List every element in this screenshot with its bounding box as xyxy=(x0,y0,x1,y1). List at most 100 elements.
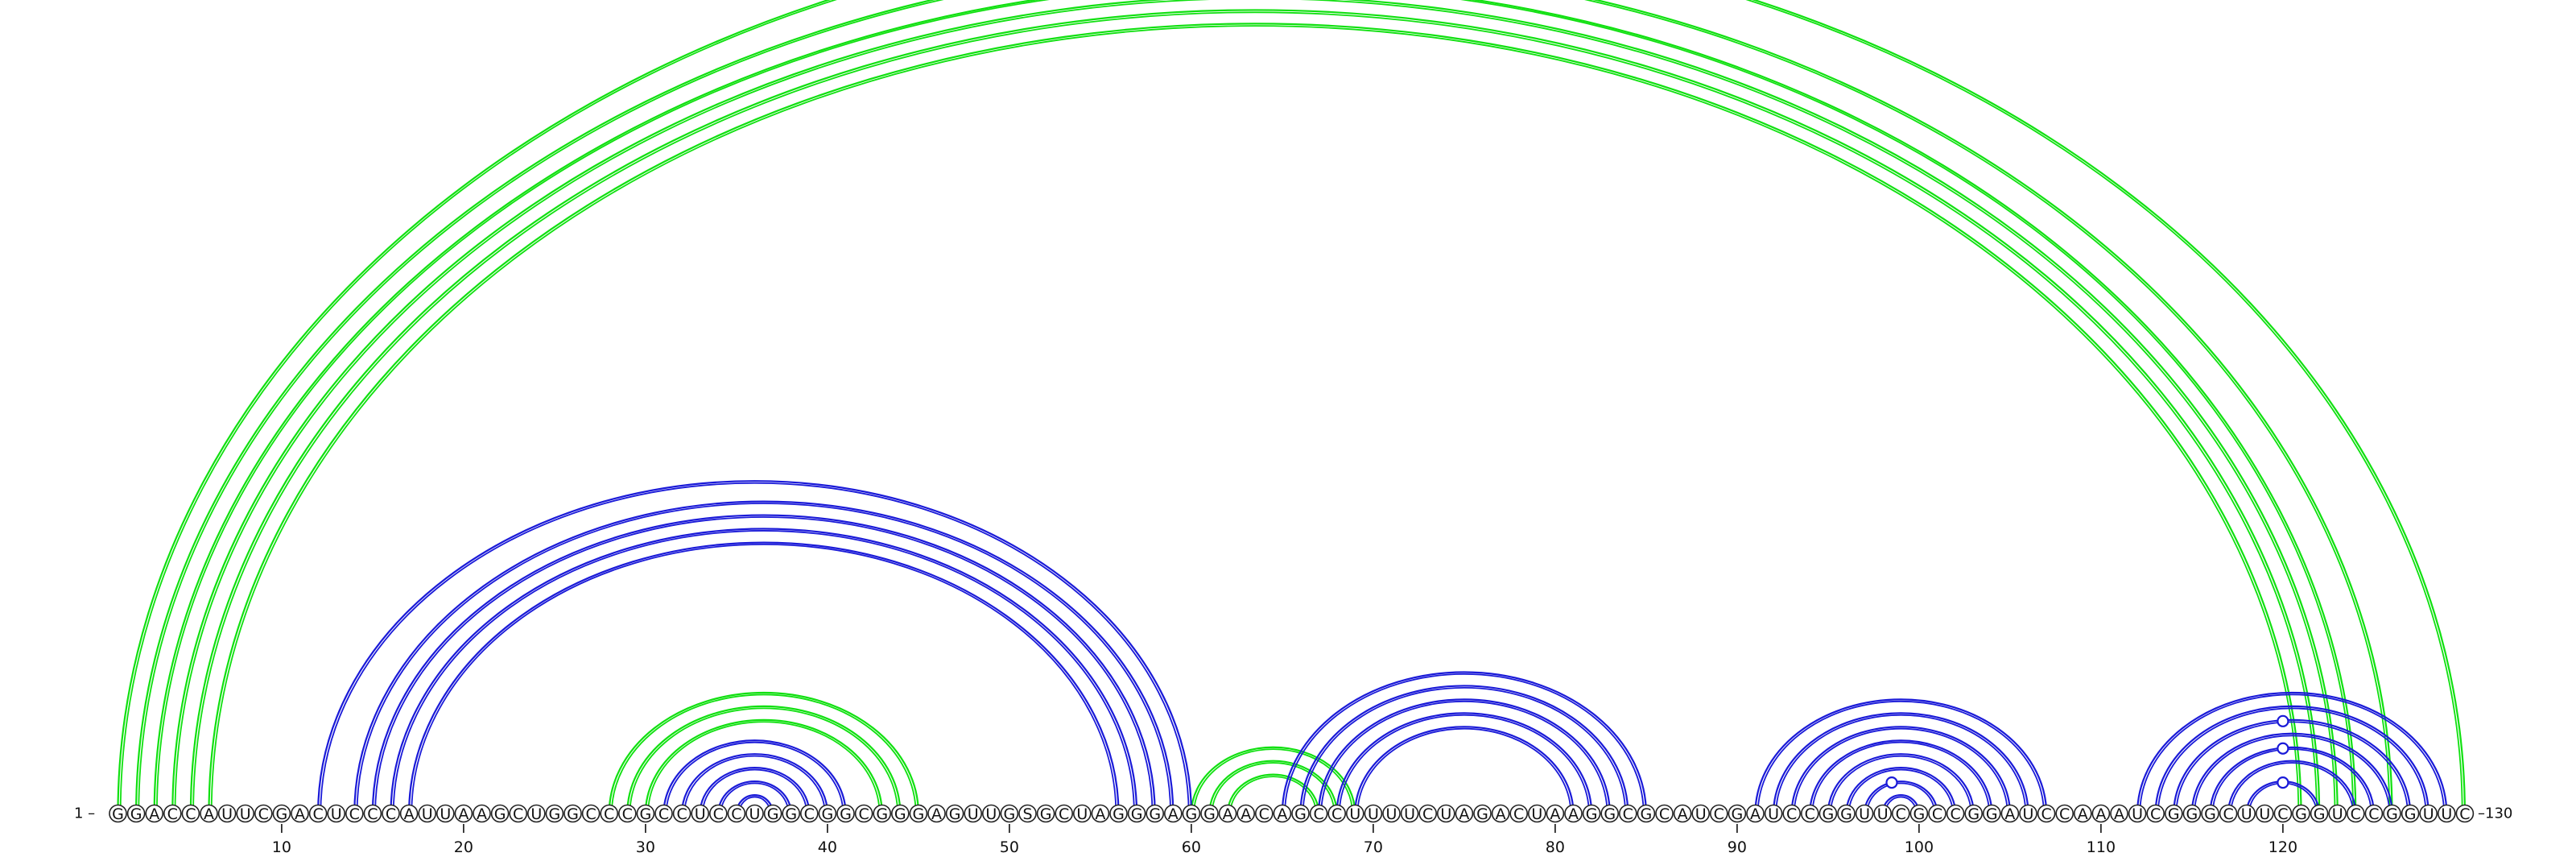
nucleotide-letter: C xyxy=(1513,805,1524,823)
nucleotide-letter: A xyxy=(1241,805,1251,823)
arc-inner-line xyxy=(1811,741,1990,814)
nucleotide-circle xyxy=(1455,804,1474,823)
nucleotide-letter: G xyxy=(1149,805,1161,823)
nucleotide: C xyxy=(2455,804,2475,823)
nucleotide-letter: C xyxy=(2368,805,2379,823)
arc-inner-line xyxy=(1339,714,1590,814)
nucleotide: A xyxy=(200,804,218,823)
nucleotide-circle xyxy=(927,804,946,823)
nucleotide-letter: U xyxy=(440,805,451,823)
nucleotide: G xyxy=(873,804,891,823)
nucleotide-circle xyxy=(1146,804,1164,823)
nucleotide: U xyxy=(217,804,237,823)
nucleotide-circle xyxy=(1091,804,1110,823)
nucleotide-letter: C xyxy=(585,805,596,823)
nucleotide-letter: C xyxy=(2223,805,2233,823)
nucleotide: A xyxy=(1091,804,1110,823)
arc-inner-line xyxy=(1794,727,2008,814)
nucleotide: G xyxy=(1200,804,1219,823)
nucleotide-circle xyxy=(2401,804,2420,823)
nucleotide-letter: C xyxy=(2059,805,2070,823)
base-pair-arc xyxy=(699,767,811,814)
arc-inner-line xyxy=(702,768,807,814)
arc-inner-line xyxy=(356,503,1171,814)
nucleotide-letter: C xyxy=(731,805,741,823)
nucleotide-circle xyxy=(1728,804,1747,823)
arc-outer-line xyxy=(353,500,1174,814)
base-pair-arc xyxy=(2190,732,2393,814)
nucleotide-letter: U xyxy=(2023,805,2034,823)
nucleotide-circle xyxy=(1182,804,1201,823)
base-pair-arc xyxy=(1827,753,1975,814)
nucleotide-letter: U xyxy=(2441,805,2452,823)
nucleotide: G xyxy=(2201,804,2219,823)
nucleotide-circle xyxy=(2182,804,2202,823)
base-pair-arc xyxy=(1227,773,1320,814)
nucleotide: U xyxy=(1346,804,1364,823)
nucleotide-letter: G xyxy=(876,805,888,823)
nucleotide-letter: C xyxy=(167,805,178,823)
nucleotide-circle xyxy=(2219,804,2238,823)
nucleotide: A xyxy=(1491,804,1510,823)
arc-inner-line xyxy=(411,544,1117,814)
arc-inner-line xyxy=(138,0,2391,814)
arc-outer-line xyxy=(663,739,847,814)
nucleotide-letter: A xyxy=(1168,805,1179,823)
arc-inner-line xyxy=(119,0,2463,814)
arc-inner-line xyxy=(1356,727,1572,814)
nucleotide: C xyxy=(1255,804,1274,823)
arc-inner-line xyxy=(2211,748,2372,814)
nucleotide-circle xyxy=(1073,804,1092,823)
nucleotide: G xyxy=(1036,804,1055,823)
nucleotide-circle xyxy=(308,804,328,823)
nucleotide-circle xyxy=(109,804,127,823)
nucleotide-circle xyxy=(363,804,382,823)
nucleotide-letter: C xyxy=(1313,805,1323,823)
nucleotide: C xyxy=(1418,804,1437,823)
nucleotide: C xyxy=(727,804,746,823)
nucleotide: C xyxy=(1782,804,1801,823)
nucleotide: G xyxy=(2182,804,2202,823)
nucleotide-circle xyxy=(382,804,400,823)
nucleotide-circle xyxy=(799,804,819,823)
nucleotide: A xyxy=(1546,804,1565,823)
nucleotide-letter: C xyxy=(2041,805,2051,823)
arc-inner-line xyxy=(192,10,2318,814)
arc-outer-line xyxy=(2173,718,2412,814)
arc-marker xyxy=(1885,776,1898,789)
nucleotide: U xyxy=(745,804,764,823)
base-pair-arc xyxy=(1318,698,1611,814)
nucleotide-letter: U xyxy=(1877,805,1889,823)
nucleotide-circle xyxy=(327,804,346,823)
sequence-end-label: –130 xyxy=(2478,805,2512,822)
arc-outer-line xyxy=(135,0,2393,814)
nucleotide-letter: G xyxy=(130,805,142,823)
nucleotide-letter: U xyxy=(968,805,979,823)
nucleotide-circle xyxy=(1837,804,1856,823)
nucleotide-letter: C xyxy=(1659,805,1670,823)
nucleotide-circle xyxy=(509,804,528,823)
nucleotide-circle xyxy=(727,804,746,823)
nucleotide-letter: C xyxy=(713,805,724,823)
arc-marker xyxy=(2277,776,2289,789)
nucleotide-letter: A xyxy=(1678,805,1688,823)
nucleotide-circle xyxy=(1000,804,1019,823)
nucleotide-circle xyxy=(2201,804,2219,823)
nucleotide: U xyxy=(691,804,710,823)
nucleotide-letter: A xyxy=(1223,805,1233,823)
nucleotide: G xyxy=(126,804,146,823)
base-pair-arc xyxy=(2154,705,2429,814)
nucleotide-letter: C xyxy=(1059,805,1069,823)
nucleotide-letter: U xyxy=(2241,805,2252,823)
tick-label: 10 xyxy=(272,838,291,856)
nucleotide: U xyxy=(1073,804,1092,823)
nucleotide: U xyxy=(1437,804,1455,823)
nucleotide-letter: C xyxy=(2459,805,2470,823)
tick-label: 110 xyxy=(2087,838,2116,856)
nucleotide-letter: G xyxy=(2314,805,2326,823)
nucleotide: A xyxy=(1273,804,1292,823)
nucleotide-letter: A xyxy=(1095,805,1105,823)
nucleotide-circle xyxy=(818,804,837,823)
nucleotide-circle xyxy=(1236,804,1255,823)
